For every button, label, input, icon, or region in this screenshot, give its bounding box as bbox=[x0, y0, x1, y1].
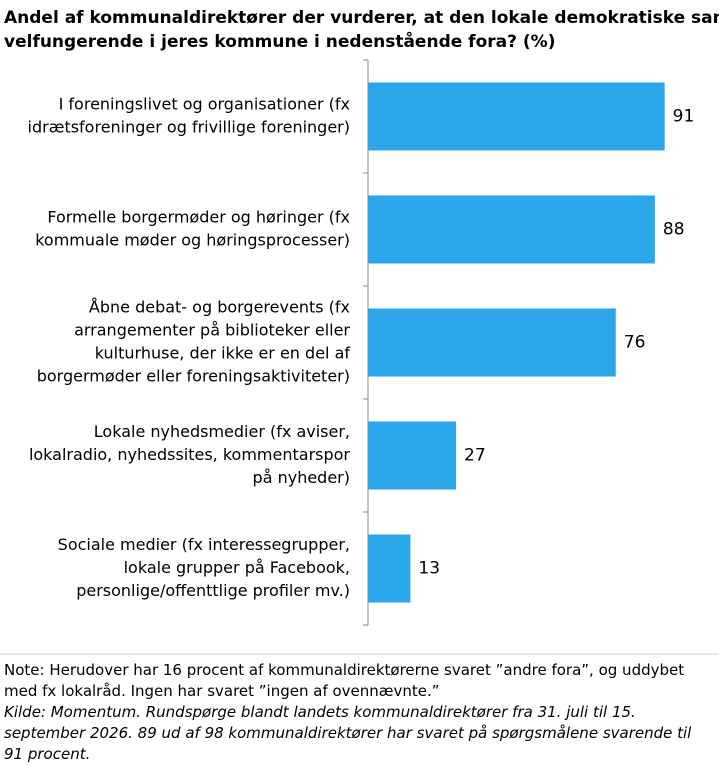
bar bbox=[368, 308, 616, 377]
category-label: lokalradio, nyhedssites, kommentarspor bbox=[29, 445, 350, 464]
value-label: 76 bbox=[624, 333, 646, 353]
bar bbox=[368, 82, 665, 151]
bar bbox=[368, 195, 655, 264]
category-label: I foreningslivet og organisationer (fx bbox=[59, 95, 350, 114]
chart-title: velfungerende i jeres kommune i nedenstå… bbox=[4, 30, 555, 52]
category-label: kommuale møder og høringsprocesser) bbox=[35, 231, 350, 250]
bar bbox=[368, 534, 411, 603]
note: Note: Herudover har 16 procent af kommun… bbox=[4, 661, 685, 700]
category-label: lokale grupper på Facebook, bbox=[124, 558, 350, 577]
notes: Note: Herudover har 16 procent af kommun… bbox=[4, 660, 710, 765]
value-label: 13 bbox=[418, 559, 440, 579]
category-label: Åbne debat- og borgerevents (fx bbox=[89, 298, 350, 317]
category-label: personlige/offenttlige profiler mv.) bbox=[76, 581, 350, 600]
category-label: arrangementer på biblioteker eller bbox=[74, 321, 350, 340]
category-label: Lokale nyhedsmedier (fx aviser, bbox=[94, 422, 350, 441]
category-label: idrætsforeninger og frivillige foreninge… bbox=[28, 118, 350, 137]
page: Andel af kommunaldirektører der vurderer… bbox=[0, 8, 719, 763]
value-label: 27 bbox=[464, 446, 486, 466]
category-label: kulturhuse, der ikke er en del af bbox=[95, 344, 351, 363]
value-label: 88 bbox=[663, 220, 685, 240]
value-label: 91 bbox=[673, 107, 695, 127]
category-label: Formelle borgermøder og høringer (fx bbox=[47, 208, 350, 227]
category-label: Sociale medier (fx interessegrupper, bbox=[58, 535, 350, 554]
category-label: borgermøder eller foreningsaktiviteter) bbox=[37, 367, 350, 386]
chart-title: Andel af kommunaldirektører der vurderer… bbox=[4, 8, 719, 28]
chart: Andel af kommunaldirektører der vurderer… bbox=[0, 8, 719, 655]
source: Kilde: Momentum. Rundspørge blandt lande… bbox=[4, 703, 692, 763]
bar bbox=[368, 421, 457, 490]
category-label: på nyheder) bbox=[253, 468, 350, 487]
